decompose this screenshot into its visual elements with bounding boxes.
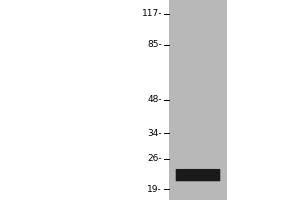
Text: 26-: 26- xyxy=(147,154,162,163)
Text: 19-: 19- xyxy=(147,185,162,194)
Bar xyxy=(169,0,226,200)
Text: 85-: 85- xyxy=(147,40,162,49)
Text: 48-: 48- xyxy=(147,95,162,104)
FancyBboxPatch shape xyxy=(176,169,220,181)
Text: 117-: 117- xyxy=(142,9,162,18)
Text: 34-: 34- xyxy=(147,129,162,138)
